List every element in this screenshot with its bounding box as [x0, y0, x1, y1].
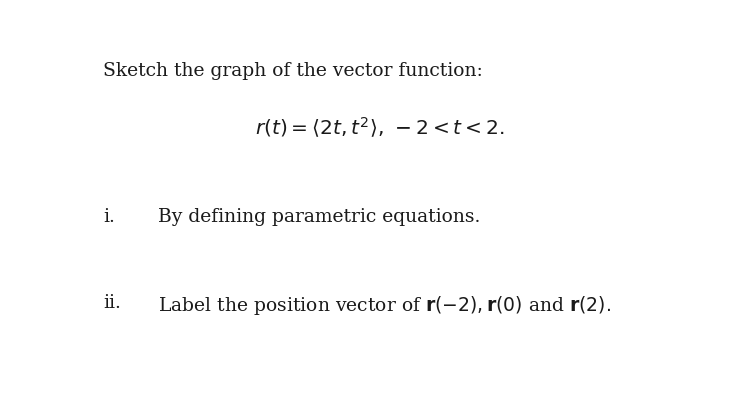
Text: Sketch the graph of the vector function:: Sketch the graph of the vector function: [103, 62, 482, 80]
Text: Label the position vector of $\mathbf{r}(-2), \mathbf{r}(0)$ and $\mathbf{r}(2).: Label the position vector of $\mathbf{r}… [158, 294, 611, 317]
Text: i.: i. [103, 207, 115, 226]
Text: ii.: ii. [103, 294, 121, 312]
Text: By defining parametric equations.: By defining parametric equations. [158, 207, 481, 226]
Text: $r(t) = \langle 2t, t^2 \rangle, \,-2 < t < 2.$: $r(t) = \langle 2t, t^2 \rangle, \,-2 < … [255, 115, 504, 140]
